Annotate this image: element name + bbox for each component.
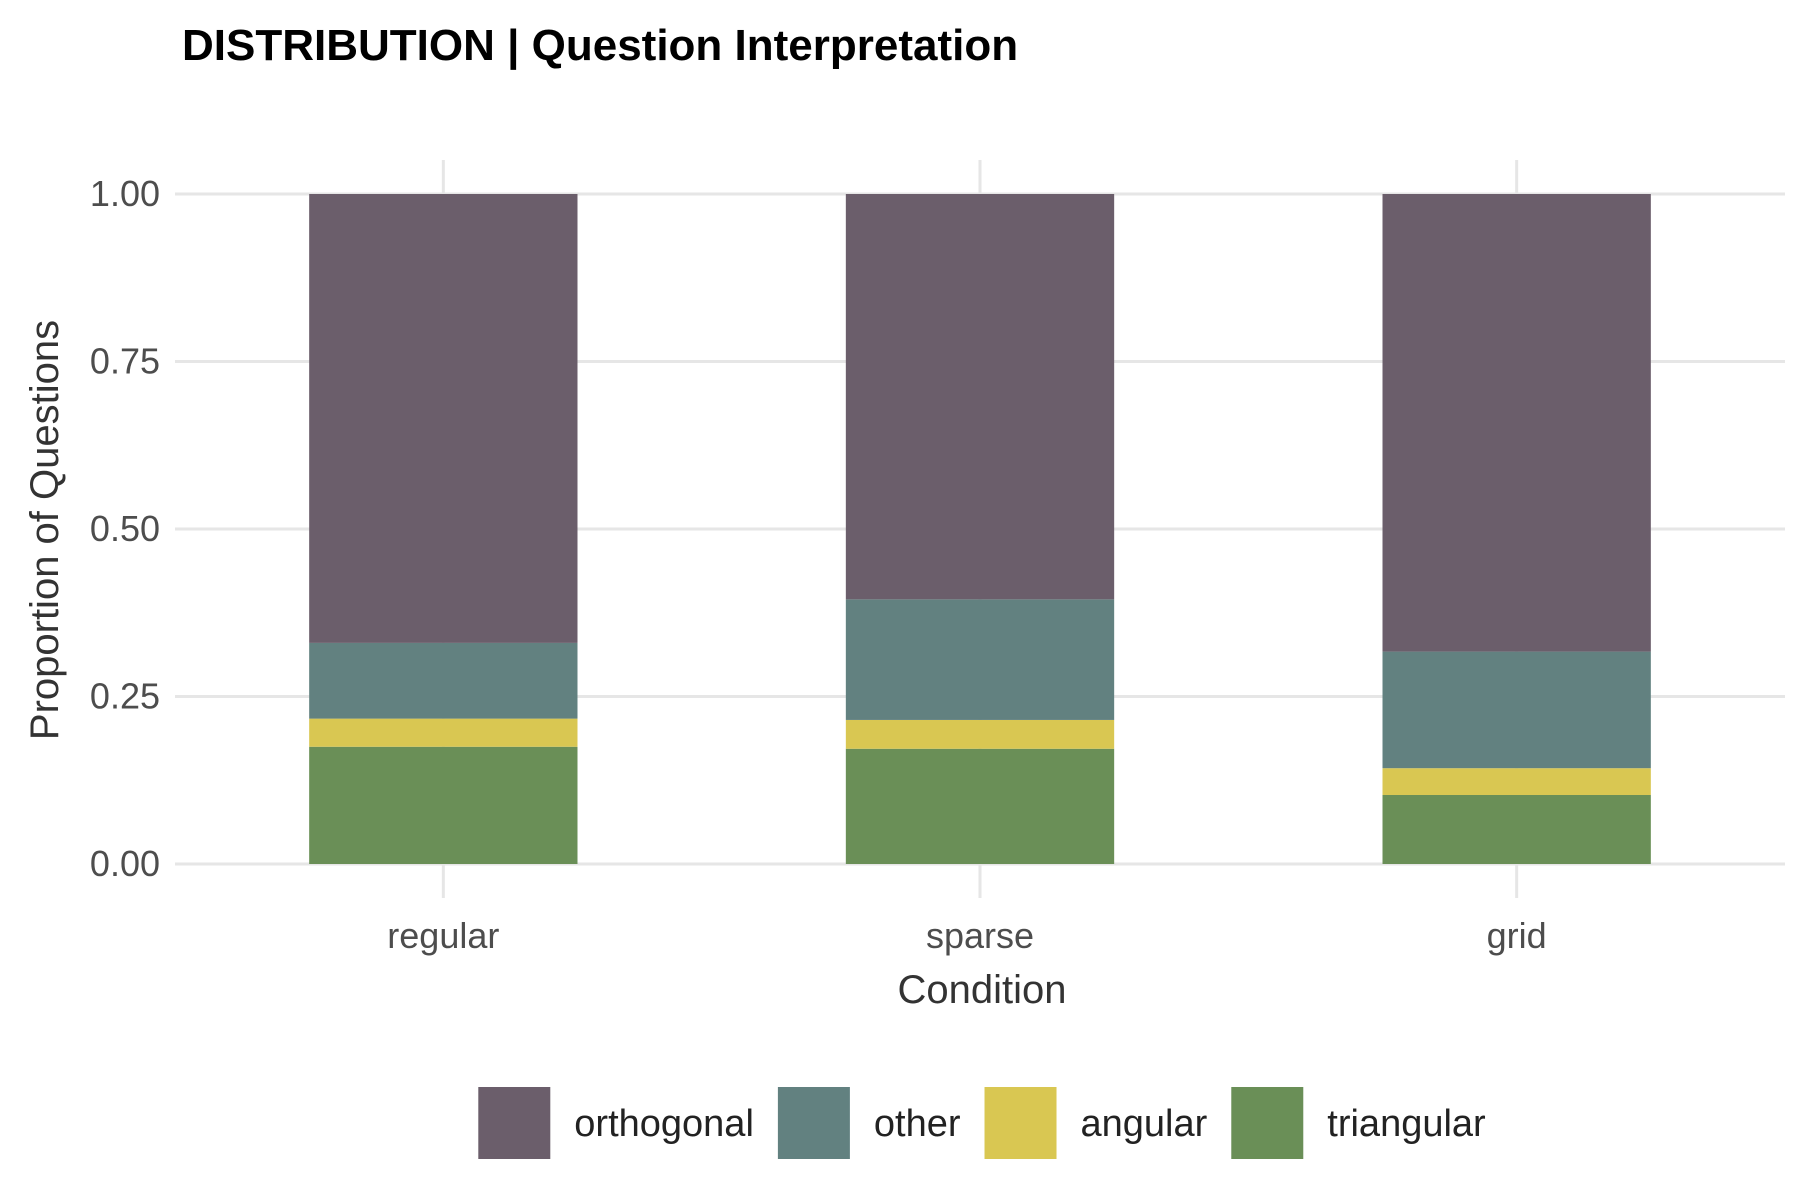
bar-sparse-triangular	[845, 748, 1115, 864]
y-tick-label: 0.50	[90, 508, 160, 549]
bars	[309, 194, 1651, 864]
bar-regular-orthogonal	[309, 194, 578, 643]
y-tick-label: 0.75	[90, 341, 160, 382]
chart-title: DISTRIBUTION | Question Interpretation	[182, 21, 1018, 71]
legend-swatch-other	[777, 1087, 850, 1159]
y-tick-label: 0.00	[90, 843, 160, 884]
legend-label: other	[874, 1103, 961, 1145]
bar-grid-orthogonal	[1382, 194, 1651, 652]
bar-sparse-orthogonal	[845, 194, 1115, 600]
x-tick-label: regular	[387, 915, 499, 956]
x-tick-label: sparse	[926, 915, 1034, 956]
legend-swatch-angular	[984, 1087, 1057, 1159]
bar-grid-triangular	[1382, 794, 1651, 864]
y-tick-label: 1.00	[90, 173, 160, 214]
y-axis-ticks: 0.00 0.25 0.50 0.75 1.00	[90, 173, 160, 884]
legend: orthogonal other angular triangular	[478, 1087, 1486, 1159]
bar-regular-triangular	[309, 746, 578, 864]
legend-label: triangular	[1327, 1103, 1486, 1145]
bar-sparse-angular	[845, 719, 1115, 749]
legend-label: orthogonal	[574, 1103, 754, 1145]
y-axis-title: Proportion of Questions	[23, 320, 67, 740]
bar-grid-angular	[1382, 768, 1651, 795]
bar-grid-other	[1382, 651, 1651, 769]
bar-regular-other	[309, 642, 578, 719]
legend-swatch-triangular	[1231, 1087, 1304, 1159]
y-tick-label: 0.25	[90, 676, 160, 717]
x-axis-title: Condition	[897, 968, 1066, 1012]
bar-sparse-other	[845, 599, 1115, 720]
x-axis-ticks: regular sparse grid	[387, 915, 1546, 956]
bar-regular-angular	[309, 718, 578, 747]
x-tick-label: grid	[1487, 915, 1547, 956]
legend-label: angular	[1081, 1103, 1208, 1145]
legend-swatch-orthogonal	[478, 1087, 551, 1159]
